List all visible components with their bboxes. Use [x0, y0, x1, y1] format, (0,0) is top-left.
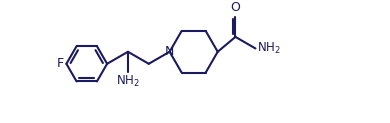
Text: O: O: [230, 1, 240, 14]
Text: F: F: [57, 57, 64, 70]
Text: NH$_2$: NH$_2$: [257, 41, 281, 56]
Text: N: N: [165, 45, 174, 58]
Text: NH$_2$: NH$_2$: [116, 74, 140, 89]
